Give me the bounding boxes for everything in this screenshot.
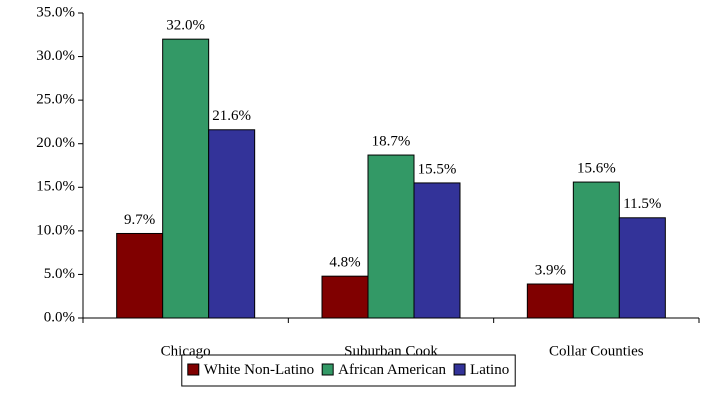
y-tick-label: 15.0% (36, 179, 75, 195)
value-label: 15.6% (577, 160, 616, 176)
value-label: 4.8% (329, 255, 360, 271)
bar (572, 181, 620, 319)
y-tick-label: 25.0% (36, 92, 75, 108)
legend-swatch (187, 363, 200, 376)
y-tick-label: 35.0% (36, 4, 75, 20)
legend-box (181, 354, 516, 387)
x-tick-label: Collar Counties (549, 343, 644, 359)
bar (526, 283, 574, 319)
value-label: 21.6% (212, 108, 251, 124)
value-label: 3.9% (535, 262, 566, 278)
value-label: 15.5% (418, 161, 457, 177)
y-tick-label: 10.0% (36, 222, 75, 238)
bar (116, 232, 164, 319)
legend-label: African American (338, 362, 446, 378)
bar (208, 129, 256, 319)
value-label: 32.0% (166, 18, 205, 34)
value-label: 18.7% (372, 133, 411, 149)
x-tick-label: Chicago (161, 343, 211, 359)
bar (321, 275, 369, 319)
bar (413, 182, 461, 319)
value-label: 9.7% (124, 212, 155, 228)
bar (162, 38, 210, 319)
legend-swatch (453, 363, 466, 376)
legend-label: White Non-Latino (204, 362, 314, 378)
y-tick-label: 20.0% (36, 135, 75, 151)
x-tick-label: Suburban Cook (344, 343, 438, 359)
legend-swatch (321, 363, 334, 376)
value-label: 11.5% (623, 196, 661, 212)
bar (618, 217, 666, 319)
y-tick-label: 30.0% (36, 48, 75, 64)
y-tick-label: 0.0% (44, 309, 75, 325)
y-tick-label: 5.0% (44, 266, 75, 282)
bar (367, 154, 415, 319)
legend-label: Latino (470, 362, 509, 378)
